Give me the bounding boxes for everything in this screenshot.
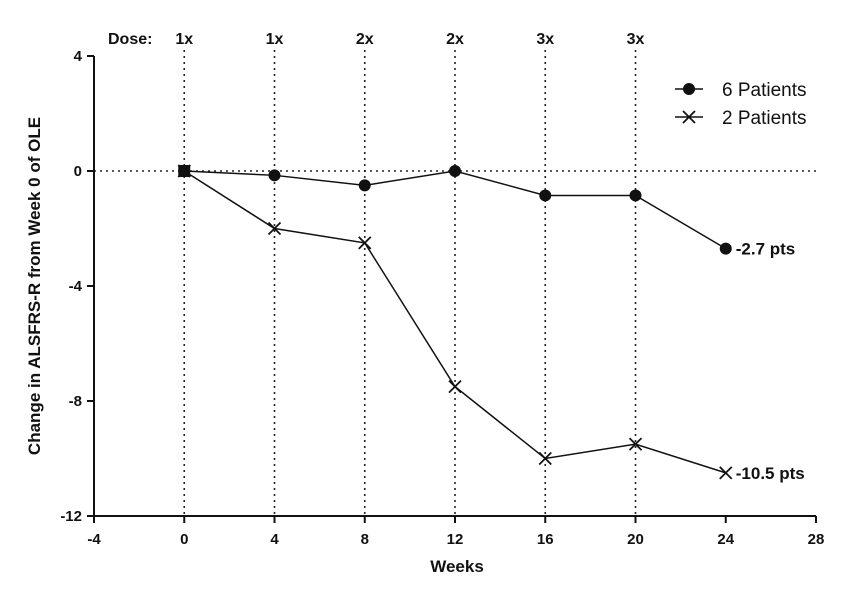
legend-item-0: 6 Patients xyxy=(675,80,807,101)
series-1-point-1 xyxy=(267,221,282,236)
x-tick-label-3: 8 xyxy=(361,531,369,548)
legend-item-1: 2 Patients xyxy=(675,108,807,129)
legend-label-1: 2 Patients xyxy=(722,108,807,129)
series-1-point-2-stroke-b xyxy=(358,236,372,250)
legend-label-0: 6 Patients xyxy=(722,80,807,101)
y-tick-label-0: 4 xyxy=(74,48,83,65)
x-tick-label-4: 12 xyxy=(447,531,464,548)
dose-label-4: 3x xyxy=(536,31,554,48)
legend-marker-1 xyxy=(682,110,696,124)
series-0-point-2 xyxy=(358,179,371,192)
series-0-end-label: -2.7 pts xyxy=(736,240,796,259)
dose-label-5: 3x xyxy=(627,31,645,48)
x-tick-label-5: 16 xyxy=(537,531,554,548)
x-tick-label-2: 4 xyxy=(270,531,279,548)
x-tick-label-6: 20 xyxy=(627,531,644,548)
series-1: -10.5 pts xyxy=(177,164,805,483)
dose-guide-lines xyxy=(183,50,637,516)
series-1-point-5-stroke-b xyxy=(628,437,643,451)
series-1-point-3 xyxy=(448,379,462,394)
series-1-end-label: -10.5 pts xyxy=(736,464,805,483)
x-tick-label-0: -4 xyxy=(87,531,101,548)
x-tick-label-8: 28 xyxy=(808,531,825,548)
y-tick-label-3: -8 xyxy=(69,393,82,410)
y-axis-title: Change in ALSFRS-R from Week 0 of OLE xyxy=(25,117,44,455)
dose-label-2: 2x xyxy=(356,31,374,48)
legend-marker-1-stroke-b xyxy=(682,110,696,124)
series-1-point-1-stroke-b xyxy=(267,221,282,236)
series-0-point-1 xyxy=(268,169,281,182)
legend: 6 Patients 2 Patients xyxy=(675,80,807,129)
series-0-point-6 xyxy=(719,242,732,255)
series-1-point-4-stroke-b xyxy=(538,451,552,466)
series-1-point-4 xyxy=(538,451,552,466)
series-0-point-4 xyxy=(539,189,552,202)
y-tick-label-2: -4 xyxy=(69,278,83,295)
series-0: -2.7 pts xyxy=(178,165,795,259)
x-tick-label-1: 0 xyxy=(180,531,188,548)
origin-marker xyxy=(178,165,191,177)
axis-ticks: -4 0 4 8 12 16 20 24 28 4 0 -4 -8 -12 xyxy=(60,48,824,548)
series-0-point-3 xyxy=(449,165,461,177)
series-1-point-5 xyxy=(628,437,643,451)
x-tick-label-7: 24 xyxy=(717,531,734,548)
series-0-point-5 xyxy=(629,189,642,202)
y-tick-label-1: 0 xyxy=(74,163,82,180)
series-1-point-3-stroke-b xyxy=(448,379,462,394)
dose-label-0: 1x xyxy=(175,31,193,48)
series-1-point-2 xyxy=(358,236,372,250)
dose-header-label: Dose: xyxy=(108,31,152,48)
series-group: -2.7 pts -10.5 pts xyxy=(177,164,805,483)
y-tick-label-4: -12 xyxy=(60,508,82,525)
dose-label-3: 2x xyxy=(446,31,464,48)
series-1-point-6 xyxy=(719,466,733,480)
dose-row: Dose: 1x 1x 2x 2x 3x 3x xyxy=(108,31,645,48)
dose-label-1: 1x xyxy=(266,31,284,48)
x-axis-title: Weeks xyxy=(430,557,484,576)
legend-marker-0 xyxy=(683,83,695,95)
series-1-point-6-stroke-b xyxy=(719,466,733,480)
